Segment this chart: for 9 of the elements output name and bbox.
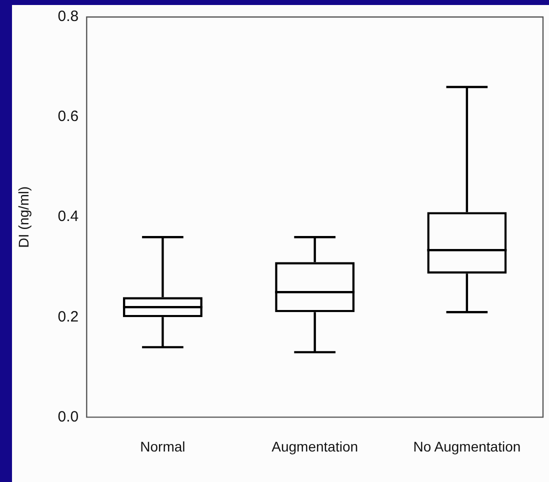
- x-tick-label: Normal: [140, 438, 186, 454]
- y-tick-label: 0.6: [58, 108, 79, 126]
- y-tick-label: 0.2: [58, 308, 79, 326]
- x-tick-label: Augmentation: [272, 438, 358, 454]
- y-tick-label: 0.4: [58, 208, 79, 226]
- y-tick-label: 0.0: [58, 408, 79, 426]
- y-axis-title: DI (ng/ml): [15, 186, 32, 248]
- x-tick-label: No Augmentation: [413, 438, 521, 454]
- y-tick-label: 0.8: [58, 8, 79, 26]
